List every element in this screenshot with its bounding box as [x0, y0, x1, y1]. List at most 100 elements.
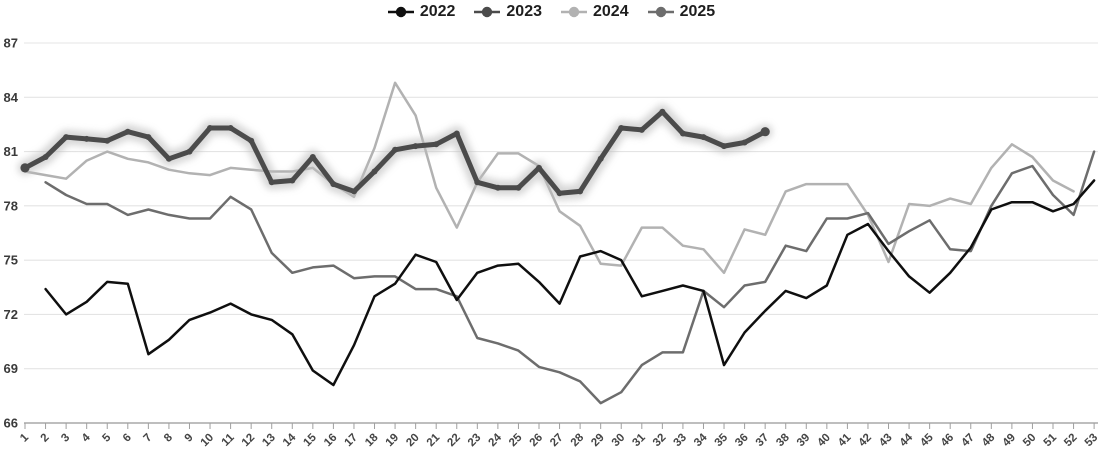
series-marker-2023 [104, 137, 111, 144]
x-tick-label: 23 [466, 432, 484, 450]
y-tick-label: 72 [4, 307, 18, 322]
series-marker-2023 [268, 179, 275, 186]
x-tick-label: 19 [384, 432, 402, 450]
x-tick-label: 36 [733, 432, 751, 450]
x-tick-label: 27 [548, 432, 566, 450]
y-tick-label: 84 [4, 90, 19, 105]
y-tick-label: 75 [4, 253, 18, 268]
x-axis-labels: 1 2 3 4 5 6 7 8 9 10 11 12 13 14 15 16 17 18 19 20 21 22 23 24 2… [18, 431, 1100, 449]
x-tick-label: 42 [857, 432, 875, 450]
x-axis-ticks [24, 423, 1095, 429]
legend-item-2024[interactable]: 2024 [560, 3, 629, 21]
x-tick-label: 52 [1062, 432, 1080, 450]
x-tick-label: 5 [100, 431, 113, 444]
x-tick-label: 18 [363, 431, 381, 449]
series-marker-2023 [20, 163, 30, 173]
series-marker-2023 [494, 184, 501, 191]
series-line-2025[interactable] [44, 150, 1096, 405]
x-tick-label: 32 [651, 432, 669, 450]
x-tick-label: 21 [425, 431, 443, 449]
x-tick-label: 1 [18, 431, 31, 444]
x-tick-label: 16 [322, 432, 340, 450]
legend-marker-2025-icon [647, 6, 674, 18]
x-tick-label: 4 [80, 431, 93, 444]
series-marker-2023 [330, 181, 337, 188]
legend-item-2022[interactable]: 2022 [387, 3, 455, 21]
x-tick-label: 39 [795, 432, 813, 450]
x-tick-label: 2 [39, 432, 52, 445]
x-tick-label: 10 [199, 432, 217, 450]
x-tick-label: 44 [898, 431, 916, 449]
legend-label-2025: 2025 [679, 3, 716, 20]
series-marker-2023 [392, 146, 399, 153]
x-tick-label: 53 [1083, 432, 1101, 450]
x-tick-label: 7 [141, 432, 154, 445]
x-tick-label: 26 [528, 432, 546, 450]
legend-item-2025[interactable]: 2025 [647, 3, 716, 21]
x-tick-label: 48 [980, 431, 998, 449]
series-marker-2023 [412, 143, 419, 150]
x-tick-label: 33 [672, 432, 690, 450]
x-tick-label: 51 [1042, 431, 1060, 449]
series-marker-2023 [207, 125, 213, 131]
y-tick-label: 81 [4, 144, 18, 159]
series-marker-2023 [186, 148, 193, 155]
series-marker-2023 [309, 154, 316, 160]
series-marker-2023 [248, 137, 255, 144]
x-tick-label: 12 [240, 432, 258, 450]
x-tick-label: 38 [774, 431, 792, 449]
series-marker-2023 [700, 134, 707, 141]
series-marker-2023 [124, 128, 131, 135]
x-tick-label: 9 [183, 432, 196, 445]
series-marker-2023 [145, 134, 152, 141]
series-marker-2023 [227, 125, 234, 131]
series-marker-2023 [289, 177, 296, 184]
x-tick-label: 50 [1021, 432, 1039, 450]
legend-label-2023: 2023 [506, 3, 542, 20]
x-tick-label: 31 [630, 431, 648, 449]
x-tick-label: 47 [959, 432, 977, 450]
x-tick-label: 24 [486, 431, 504, 449]
series-marker-2023 [63, 134, 70, 141]
x-tick-label: 20 [404, 432, 422, 450]
x-tick-label: 41 [836, 431, 854, 449]
x-tick-label: 17 [343, 432, 361, 450]
x-tick-label: 46 [939, 432, 957, 450]
series-marker-2023 [351, 188, 357, 195]
series-marker-2023 [721, 143, 727, 150]
x-tick-label: 6 [121, 432, 134, 445]
x-tick-label: 8 [162, 431, 175, 444]
x-tick-label: 15 [301, 431, 319, 449]
series-line-2022[interactable] [44, 179, 1096, 387]
y-tick-label: 87 [4, 36, 18, 51]
legend-item-2023[interactable]: 2023 [473, 3, 542, 21]
series-marker-2023 [433, 141, 440, 148]
series-marker-2023 [42, 154, 49, 160]
x-tick-label: 43 [877, 432, 895, 450]
y-tick-label: 69 [4, 361, 18, 376]
series-marker-2023 [556, 190, 563, 197]
x-tick-label: 35 [713, 431, 731, 449]
legend-label-2024: 2024 [593, 3, 629, 20]
series-marker-2023 [453, 130, 460, 137]
legend-marker-2022-icon [387, 6, 414, 18]
series-marker-2023 [638, 126, 645, 133]
series-marker-2023 [536, 164, 542, 171]
x-tick-label: 3 [59, 432, 72, 445]
series-marker-2023 [618, 125, 625, 131]
series-marker-2023 [371, 168, 378, 175]
x-tick-label: 30 [610, 432, 628, 450]
series-marker-2023 [474, 179, 481, 186]
series-marker-2023 [83, 135, 90, 142]
x-tick-label: 40 [815, 432, 833, 450]
y-axis-labels: 66 69 72 75 78 81 84 87 [4, 36, 19, 431]
series-marker-2023 [165, 155, 172, 162]
series-marker-2023 [515, 184, 522, 191]
legend-marker-2023-icon [474, 6, 501, 18]
series-marker-2023 [741, 139, 748, 146]
series-marker-2023 [597, 155, 604, 162]
x-tick-label: 49 [1000, 432, 1018, 450]
x-tick-label: 28 [569, 431, 587, 449]
legend-marker-2024-icon [561, 6, 587, 18]
